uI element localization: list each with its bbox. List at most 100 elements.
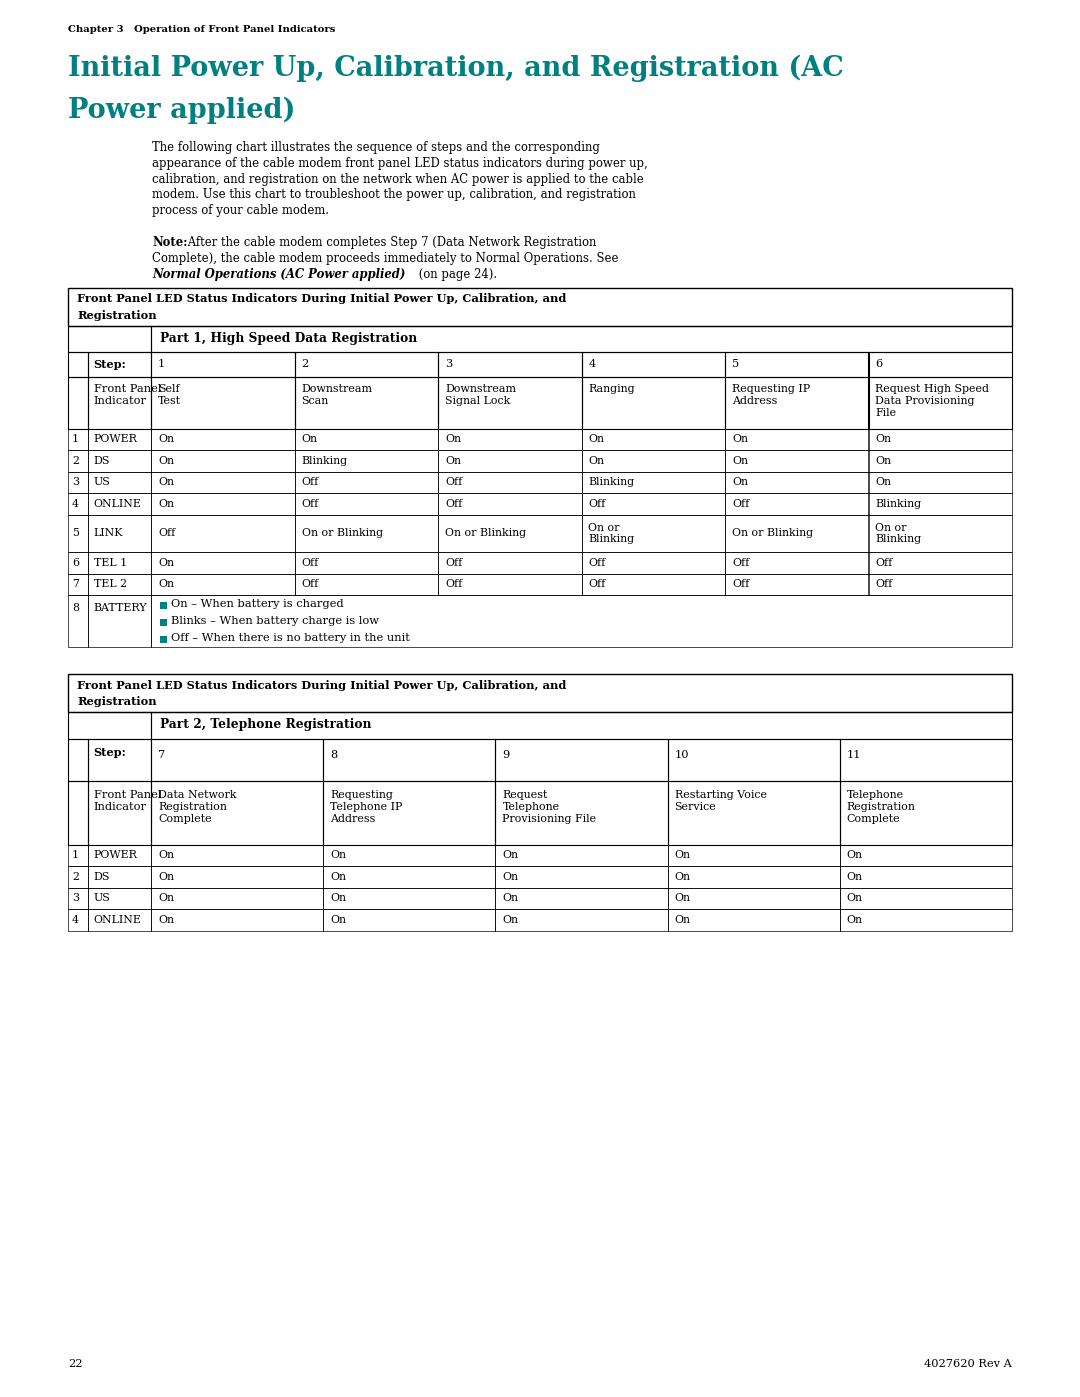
Text: On: On: [847, 915, 863, 925]
Text: On or
Blinking: On or Blinking: [876, 522, 921, 545]
Text: process of your cable modem.: process of your cable modem.: [152, 204, 329, 217]
Bar: [295, 514, 438, 552]
Bar: [725, 574, 868, 595]
Text: 2: 2: [72, 872, 79, 882]
Bar: [438, 552, 581, 574]
Text: DS: DS: [94, 455, 110, 465]
Bar: [151, 493, 295, 514]
Text: On: On: [876, 434, 891, 444]
Text: 4: 4: [589, 359, 596, 369]
Bar: [581, 552, 725, 574]
Bar: [323, 909, 496, 930]
Bar: [868, 574, 1012, 595]
Text: On: On: [445, 455, 461, 465]
Text: On: On: [732, 455, 748, 465]
Bar: [151, 352, 295, 377]
Bar: [581, 514, 725, 552]
Bar: [68, 352, 87, 377]
Bar: [68, 739, 87, 781]
Bar: [68, 429, 87, 450]
Bar: [323, 781, 496, 845]
Text: On: On: [330, 893, 347, 904]
Bar: [151, 574, 295, 595]
Bar: [87, 472, 151, 493]
Text: 1: 1: [72, 434, 79, 444]
Text: Request High Speed
Data Provisioning
File: Request High Speed Data Provisioning Fil…: [876, 384, 989, 418]
Bar: [87, 845, 151, 866]
Text: Normal Operations (AC Power applied): Normal Operations (AC Power applied): [152, 268, 405, 281]
Text: On: On: [675, 893, 690, 904]
Text: On: On: [732, 478, 748, 488]
Bar: [581, 493, 725, 514]
Text: On: On: [876, 478, 891, 488]
Text: Off: Off: [732, 499, 750, 509]
Bar: [868, 377, 1012, 429]
Text: On: On: [158, 851, 174, 861]
Bar: [581, 574, 725, 595]
Text: Off: Off: [158, 528, 175, 538]
Bar: [151, 514, 295, 552]
Text: Off: Off: [301, 499, 319, 509]
Text: On: On: [158, 455, 174, 465]
Bar: [68, 326, 151, 352]
Bar: [87, 866, 151, 887]
Text: Blinking: Blinking: [589, 478, 635, 488]
Bar: [725, 352, 868, 377]
Bar: [868, 472, 1012, 493]
Bar: [87, 739, 151, 781]
Bar: [68, 472, 87, 493]
Text: On: On: [675, 872, 690, 882]
Text: 3: 3: [72, 893, 79, 904]
Text: On or Blinking: On or Blinking: [301, 528, 382, 538]
Bar: [68, 493, 87, 514]
Text: On or Blinking: On or Blinking: [445, 528, 526, 538]
Text: Off: Off: [301, 557, 319, 567]
Text: On: On: [158, 580, 174, 590]
Bar: [151, 781, 323, 845]
Text: On: On: [502, 851, 518, 861]
Bar: [581, 450, 725, 472]
Text: On: On: [847, 851, 863, 861]
Bar: [496, 909, 667, 930]
Text: 1: 1: [158, 359, 165, 369]
Bar: [840, 739, 1012, 781]
Text: On: On: [675, 915, 690, 925]
Text: The following chart illustrates the sequence of steps and the corresponding: The following chart illustrates the sequ…: [152, 141, 599, 154]
Bar: [667, 909, 840, 930]
Bar: [68, 675, 1012, 712]
Bar: [840, 909, 1012, 930]
Text: Off: Off: [732, 580, 750, 590]
Bar: [160, 619, 166, 626]
Text: Initial Power Up, Calibration, and Registration (AC: Initial Power Up, Calibration, and Regis…: [68, 54, 843, 82]
Bar: [68, 288, 1012, 326]
Text: On: On: [158, 499, 174, 509]
Bar: [725, 472, 868, 493]
Bar: [68, 450, 87, 472]
Text: 2: 2: [72, 455, 79, 465]
Bar: [87, 781, 151, 845]
Bar: [840, 781, 1012, 845]
Text: ONLINE: ONLINE: [94, 915, 141, 925]
Bar: [438, 574, 581, 595]
Text: On: On: [675, 851, 690, 861]
Bar: [151, 595, 1012, 647]
Bar: [725, 514, 868, 552]
Text: Registration: Registration: [77, 310, 157, 320]
Text: 3: 3: [72, 478, 79, 488]
Bar: [151, 845, 323, 866]
Bar: [323, 866, 496, 887]
Bar: [151, 552, 295, 574]
Text: 1: 1: [72, 851, 79, 861]
Text: On: On: [330, 915, 347, 925]
Text: 7: 7: [72, 580, 79, 590]
Text: Off: Off: [876, 580, 893, 590]
Bar: [323, 845, 496, 866]
Bar: [87, 514, 151, 552]
Bar: [68, 909, 87, 930]
Text: US: US: [94, 893, 110, 904]
Text: Blinking: Blinking: [876, 499, 921, 509]
Text: Restarting Voice
Service: Restarting Voice Service: [675, 789, 767, 812]
Text: On: On: [445, 434, 461, 444]
Text: 7: 7: [158, 750, 165, 760]
Bar: [725, 429, 868, 450]
